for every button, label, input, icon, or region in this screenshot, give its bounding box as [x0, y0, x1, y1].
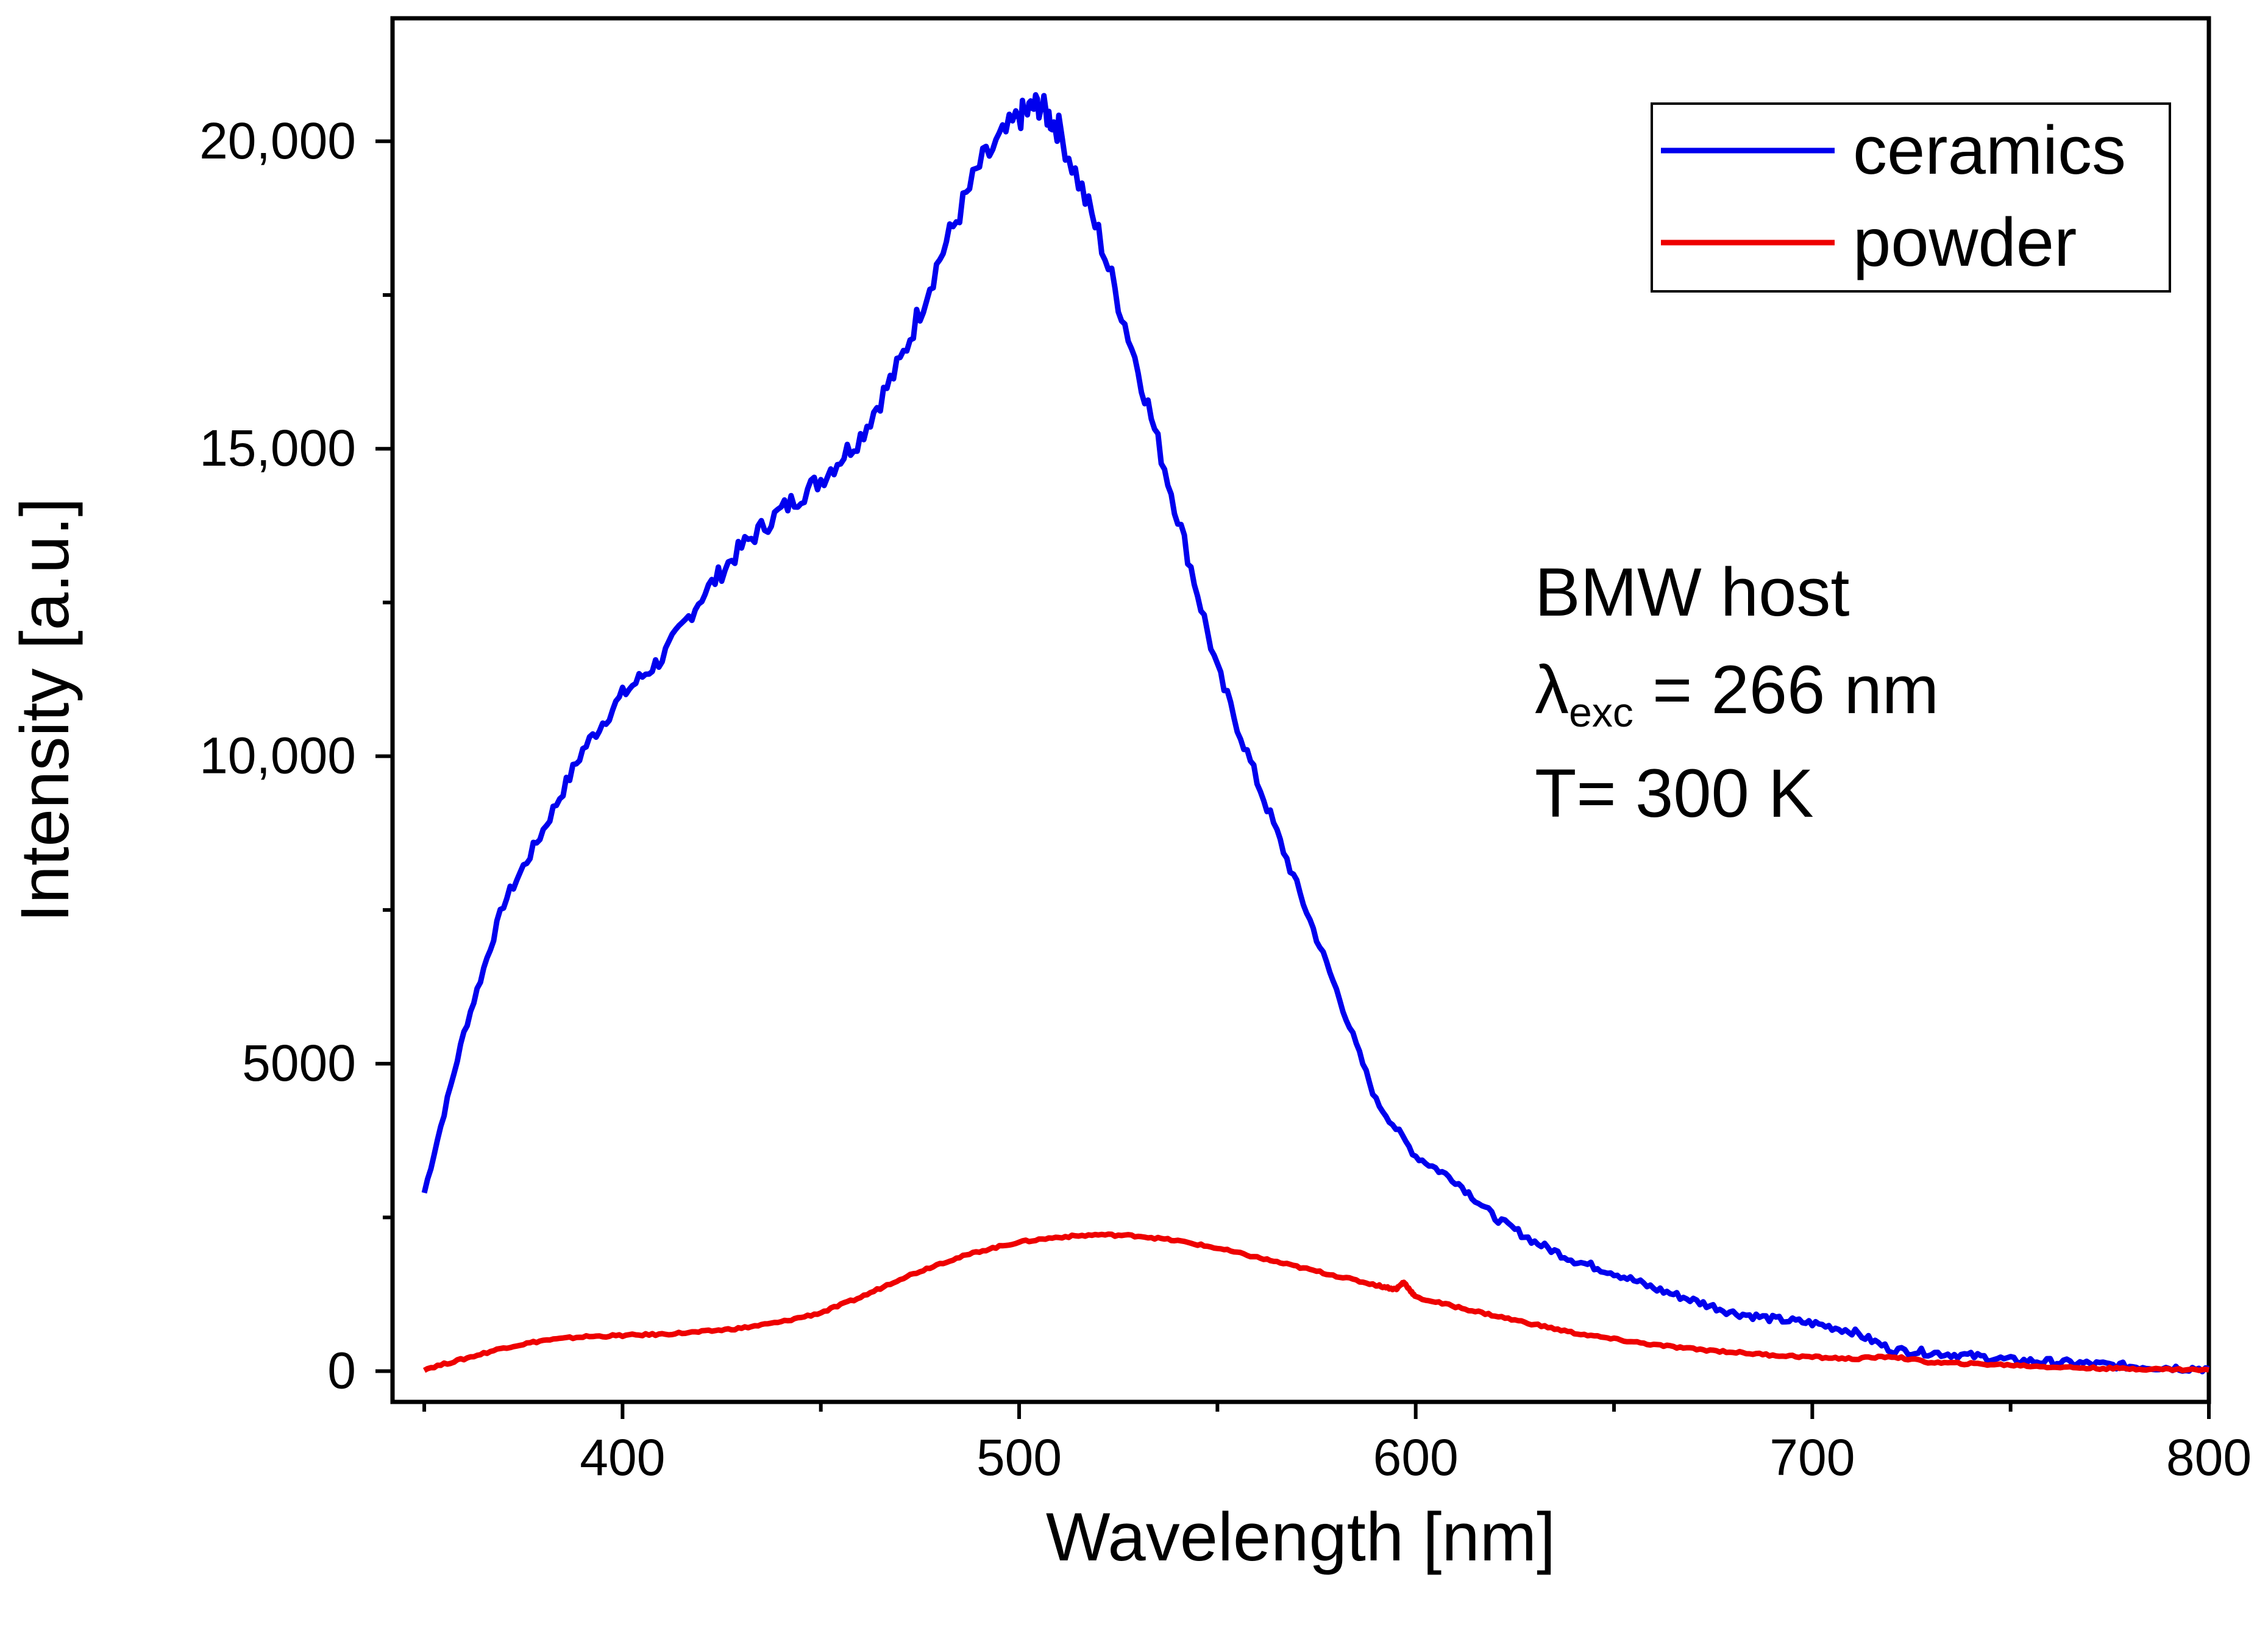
series-powder-line [422, 1231, 2209, 1373]
x-tick-label: 600 [1373, 1429, 1459, 1486]
legend-ceramics-label: ceramics [1853, 112, 2126, 188]
y-axis-title: Intensity [a.u.] [7, 497, 83, 922]
legend: ceramics powder [1651, 102, 2171, 293]
annotation-excitation: λexc = 266 nm [1535, 652, 1939, 736]
x-tick-label: 400 [580, 1429, 665, 1486]
x-axis-title: Wavelength [nm] [1046, 1499, 1555, 1575]
series-ceramics-line [421, 92, 2210, 1374]
x-tick-label: 500 [976, 1429, 1062, 1486]
annotation-block: BMW host λexc = 266 nm T= 300 K [1535, 554, 1939, 831]
annotation-excitation-value: = 266 nm [1633, 652, 1939, 728]
annotation-host: BMW host [1535, 554, 1850, 630]
y-axis-ticks: 0 5000 10,000 15,000 20,000 [199, 112, 393, 1399]
x-axis-ticks: 400 500 600 700 800 [422, 1402, 2252, 1486]
y-tick-label: 0 [327, 1342, 356, 1399]
annotation-lambda: λ [1535, 652, 1569, 728]
legend-powder-label: powder [1853, 204, 2077, 280]
x-tick-label: 700 [1769, 1429, 1855, 1486]
x-tick-label: 800 [2166, 1429, 2252, 1486]
annotation-temperature: T= 300 K [1535, 755, 1814, 831]
legend-box [1651, 102, 2171, 293]
plot-frame [390, 16, 2211, 1404]
y-tick-label: 5000 [242, 1034, 356, 1092]
annotation-lambda-sub: exc [1569, 689, 1633, 736]
y-tick-label: 10,000 [199, 727, 356, 784]
y-tick-label: 15,000 [199, 419, 356, 477]
y-tick-label: 20,000 [199, 112, 356, 169]
